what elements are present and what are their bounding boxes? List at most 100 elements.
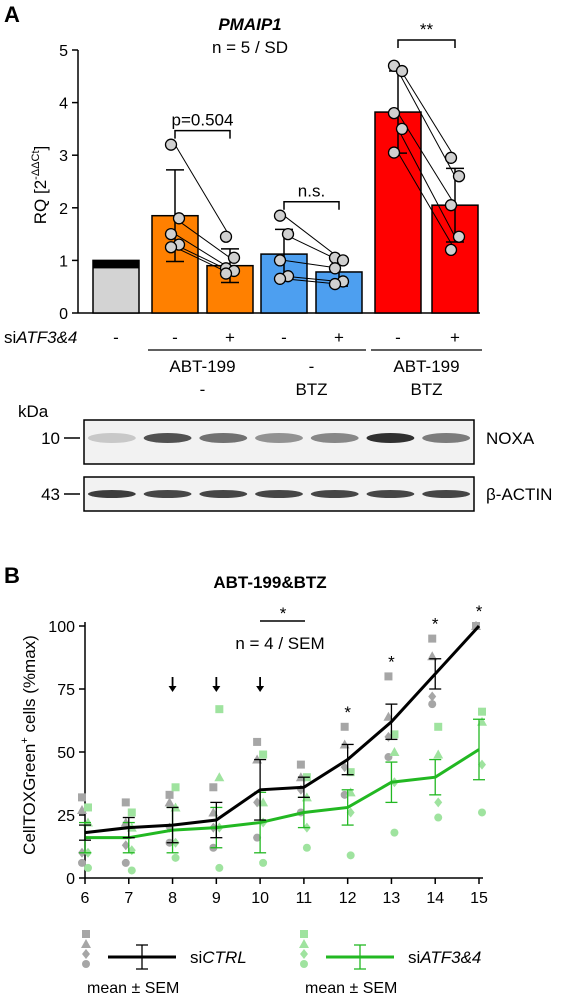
replicate-point xyxy=(273,209,287,222)
legend-siCTRL-label: siCTRL xyxy=(190,948,247,967)
legend-caption-ctrl: mean ± SEM xyxy=(87,980,179,997)
replicate-point xyxy=(273,254,287,267)
x-tick-label: 8 xyxy=(168,890,177,907)
replicate-point xyxy=(253,737,262,746)
marker-label: 10 xyxy=(41,429,60,448)
legend-point-key xyxy=(82,930,90,938)
significance-star: * xyxy=(344,703,351,722)
replicate-point xyxy=(452,170,466,183)
siatf-value: + xyxy=(334,328,344,347)
treatment-arrow-head xyxy=(168,686,177,692)
significance-label: p=0.504 xyxy=(172,111,234,130)
pair-line xyxy=(174,144,231,237)
significance-label: n.s. xyxy=(298,182,325,201)
btz-value: - xyxy=(200,380,206,399)
x-tick-label: 9 xyxy=(212,890,221,907)
bar-cap xyxy=(93,260,139,269)
replicate-point xyxy=(478,707,486,716)
panel-b-axes: 0 25 50 75 100 6 7 8 9 10 11 12 13 14 15 xyxy=(48,619,488,907)
replicate-point xyxy=(259,750,268,759)
replicate-point xyxy=(428,700,437,709)
blot-band xyxy=(310,490,359,498)
siatf-value: - xyxy=(281,328,287,347)
siatf-value: + xyxy=(225,328,235,347)
replicate-point xyxy=(340,722,349,731)
replicate-point xyxy=(253,833,262,842)
replicate-point xyxy=(390,828,399,837)
panel-b-annotation: n = 4 / SEM xyxy=(235,634,324,653)
replicate-point xyxy=(444,151,458,164)
replicate-point xyxy=(259,858,268,867)
replicate-point xyxy=(227,251,241,264)
replicate-point xyxy=(164,138,178,151)
replicate-point xyxy=(209,783,218,792)
replicate-point xyxy=(164,241,178,254)
legend-point-key xyxy=(81,939,91,948)
legend-siATF-label: siATF3&4 xyxy=(408,948,481,967)
blot-band xyxy=(366,490,415,498)
x-tick-label: 12 xyxy=(339,890,357,907)
replicate-point xyxy=(78,858,86,867)
treatment-arrow-head xyxy=(256,686,265,692)
replicate-point xyxy=(384,672,393,681)
replicate-point xyxy=(84,803,92,812)
replicate-point xyxy=(273,272,287,285)
abt-value: - xyxy=(309,357,315,376)
legend-point-key xyxy=(82,949,90,959)
replicate-point xyxy=(444,199,458,212)
replicate-point xyxy=(390,730,399,739)
replicate-point xyxy=(164,797,175,807)
replicate-point xyxy=(452,230,466,243)
blot-band xyxy=(422,433,471,443)
y-tick-label: 0 xyxy=(59,306,68,323)
y-tick-label: 50 xyxy=(57,745,75,762)
western-blot: 10 NOXA 43 β-ACTIN xyxy=(41,419,552,512)
replicate-point xyxy=(395,64,409,78)
siatf-value: - xyxy=(395,328,401,347)
x-tick-label: 13 xyxy=(383,890,401,907)
replicate-point xyxy=(171,853,180,862)
marker-label: 43 xyxy=(41,485,60,504)
significance-star: * xyxy=(432,615,439,634)
replicate-point xyxy=(389,747,400,756)
x-tick-label: 7 xyxy=(124,890,133,907)
replicate-point xyxy=(214,772,225,782)
replicate-point xyxy=(433,749,444,759)
blot-band xyxy=(255,490,303,498)
pair-line xyxy=(174,233,231,269)
significance-label: ** xyxy=(420,20,434,39)
legend-point-key xyxy=(300,949,308,959)
protein-label: β-ACTIN xyxy=(486,485,552,504)
x-tick-label: 14 xyxy=(426,890,444,907)
panel-a-label: A xyxy=(4,2,20,27)
btz-value: BTZ xyxy=(410,380,442,399)
replicate-point xyxy=(281,227,295,241)
panel-b-label: B xyxy=(4,563,20,588)
significance-bracket xyxy=(397,39,456,48)
y-tick-label: 75 xyxy=(57,682,75,699)
x-tick-label: 11 xyxy=(296,890,313,907)
x-tick-label: 6 xyxy=(81,890,90,907)
y-tick-label: 2 xyxy=(59,201,68,218)
replicate-point xyxy=(219,230,233,243)
blot-band xyxy=(422,490,471,498)
replicate-point xyxy=(387,106,401,120)
panel-a-subtitle: n = 5 / SD xyxy=(212,38,288,57)
replicate-point xyxy=(127,808,136,817)
replicate-point xyxy=(219,267,233,280)
y-tick-label: 5 xyxy=(59,43,68,60)
y-tick-label: 3 xyxy=(59,148,68,165)
replicate-point xyxy=(387,146,401,159)
kda-label: kDa xyxy=(18,402,49,421)
replicate-point xyxy=(77,804,87,814)
significance-bracket xyxy=(174,129,231,139)
blot-band xyxy=(143,433,192,443)
legend-point-key xyxy=(299,939,309,948)
replicate-point xyxy=(340,790,349,799)
replicate-point xyxy=(127,866,136,875)
replicate-point xyxy=(328,277,342,291)
y-tick-label: 1 xyxy=(59,253,68,270)
replicate-point xyxy=(478,759,486,770)
